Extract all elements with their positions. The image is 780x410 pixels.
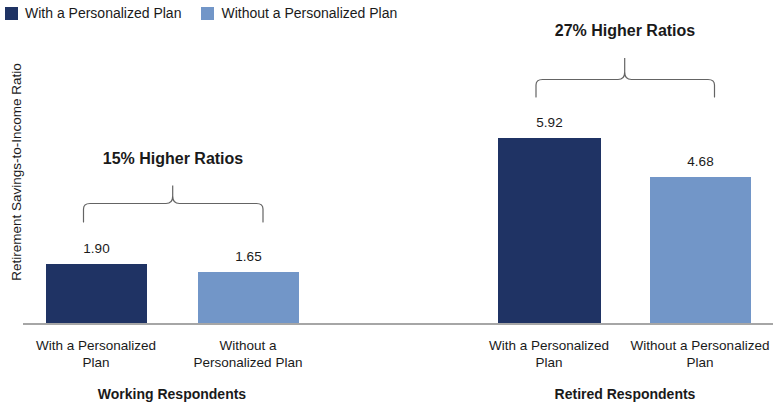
legend-label: With a Personalized Plan <box>25 5 181 21</box>
legend-swatch-without-plan <box>201 7 214 20</box>
tick-label-retired-without: Without a Personalized Plan <box>610 337 780 371</box>
annotation-retired: 27% Higher Ratios <box>495 22 755 40</box>
y-axis-label: Retirement Savings-to-Income Ratio <box>9 63 24 281</box>
group-title-working: Working Respondents <box>52 386 292 402</box>
tick-label-working-without: Without a Personalized Plan <box>158 337 338 371</box>
legend-item-with-plan: With a Personalized Plan <box>5 5 181 21</box>
value-label-retired-with: 5.92 <box>510 115 590 130</box>
bar-working-with-plan <box>46 264 147 324</box>
legend-label: Without a Personalized Plan <box>221 5 397 21</box>
bar-retired-with-plan <box>498 138 601 324</box>
value-label-working-with: 1.90 <box>57 241 137 256</box>
bar-chart: With a Personalized Plan Without a Perso… <box>0 0 780 410</box>
legend-swatch-with-plan <box>5 7 18 20</box>
x-axis-line <box>23 323 773 325</box>
bracket-retired <box>536 58 715 97</box>
group-title-retired: Retired Respondents <box>505 386 745 402</box>
bar-retired-without-plan <box>650 177 751 324</box>
legend-item-without-plan: Without a Personalized Plan <box>201 5 397 21</box>
legend: With a Personalized Plan Without a Perso… <box>5 5 397 21</box>
value-label-retired-without: 4.68 <box>661 154 741 169</box>
bar-working-without-plan <box>198 272 299 324</box>
value-label-working-without: 1.65 <box>209 249 289 264</box>
bracket-working <box>84 186 264 223</box>
annotation-working: 15% Higher Ratios <box>43 150 303 168</box>
